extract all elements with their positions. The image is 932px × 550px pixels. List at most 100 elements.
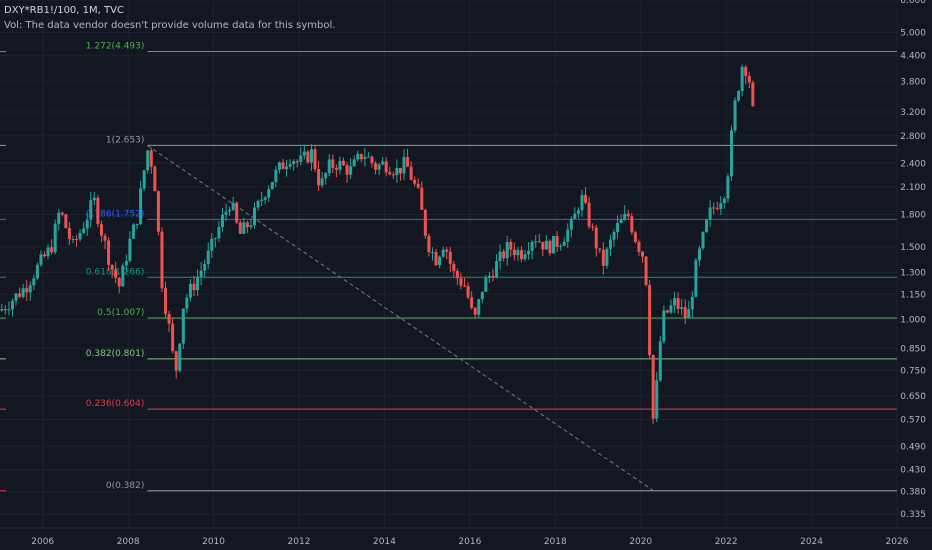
fib-label-0: 1.272(4.493) [86, 42, 145, 52]
candle-body-158 [562, 241, 566, 246]
candle-body-110 [391, 174, 395, 176]
candle-body-209 [744, 66, 748, 76]
price-axis[interactable]: 6.000 5.000 4.400 3.800 3.200 2.800 2.400 2.100… [900, 0, 926, 520]
candle-body-121 [430, 252, 434, 254]
y-tick-label-5: 2.800 [900, 132, 926, 142]
candle-body-143 [509, 242, 513, 250]
candle-body-43 [153, 166, 157, 192]
candle-body-103 [366, 156, 370, 158]
candle-body-139 [495, 261, 499, 278]
candle-body-168 [598, 248, 602, 250]
candle-body-125 [445, 249, 449, 252]
candle-body-71 [253, 207, 257, 226]
candle-body-95 [338, 160, 342, 170]
candle-body-5 [18, 293, 22, 297]
candle-body-127 [452, 264, 456, 271]
symbol-title[interactable]: DXY*RB1!/100, 1M, TVC [4, 5, 124, 16]
candle-body-172 [612, 232, 616, 240]
candle-body-142 [505, 242, 509, 259]
candle-body-39 [139, 188, 143, 224]
time-axis[interactable]: 2006 2008 2010 2012 2014 2016 2018 2020 2022 2024… [0, 527, 932, 547]
candle-body-151 [537, 241, 541, 243]
candle-body-82 [292, 161, 296, 164]
candle-body-183 [651, 355, 655, 419]
candle-body-187 [665, 310, 669, 313]
candle-body-26 [92, 197, 96, 201]
candle-body-208 [740, 66, 744, 91]
candle-body-49 [174, 351, 178, 371]
candle-body-132 [470, 297, 474, 308]
candle-body-79 [281, 162, 285, 170]
candle-body-2 [7, 309, 11, 311]
chart-grid [0, 0, 898, 528]
candle-body-188 [669, 305, 673, 313]
candle-body-48 [171, 323, 175, 352]
candle-body-92 [327, 159, 331, 174]
y-tick-label-17: 0.490 [900, 442, 926, 452]
candle-body-149 [530, 242, 534, 251]
candle-body-163 [580, 194, 584, 211]
candle-body-76 [270, 182, 274, 190]
candle-body-0 [0, 309, 4, 311]
candle-body-41 [146, 150, 150, 171]
candle-body-70 [249, 225, 253, 228]
candle-body-200 [712, 207, 716, 209]
candle-body-42 [149, 150, 153, 167]
y-tick-label-0: 6.000 [900, 0, 926, 6]
candle-body-118 [420, 187, 424, 210]
candle-body-193 [687, 309, 691, 318]
candle-body-3 [10, 300, 14, 310]
candle-body-61 [217, 227, 221, 239]
candle-body-63 [224, 211, 228, 215]
candle-body-14 [50, 247, 54, 253]
candle-body-11 [39, 254, 43, 265]
candle-body-140 [498, 251, 502, 262]
y-tick-label-2: 4.400 [900, 51, 926, 61]
candle-body-20 [71, 239, 75, 241]
candle-body-185 [658, 341, 662, 381]
candle-body-196 [697, 248, 701, 261]
candle-body-78 [277, 162, 281, 170]
candle-body-38 [135, 223, 139, 225]
candle-body-184 [655, 380, 659, 419]
candle-body-135 [480, 291, 484, 300]
candle-body-204 [726, 176, 730, 199]
candle-body-154 [548, 240, 552, 254]
y-tick-label-11: 1.150 [900, 290, 926, 300]
candle-body-54 [192, 283, 196, 291]
y-tick-label-7: 2.100 [900, 183, 926, 193]
candle-body-182 [648, 285, 652, 356]
candle-body-157 [559, 245, 563, 247]
candle-body-174 [619, 219, 623, 224]
chart-legend: DXY*RB1!/100, 1M, TVC Vol: The data vend… [4, 3, 335, 33]
candle-body-138 [491, 275, 495, 278]
candle-body-22 [78, 232, 82, 240]
candle-body-123 [438, 256, 442, 266]
candle-body-156 [555, 235, 559, 247]
candle-body-46 [164, 288, 168, 314]
candle-body-153 [544, 240, 548, 250]
candle-body-170 [605, 248, 609, 266]
candle-body-169 [601, 249, 605, 266]
candle-body-175 [623, 213, 627, 220]
y-tick-label-15: 0.650 [900, 392, 926, 402]
candle-body-64 [228, 209, 232, 212]
candle-body-190 [676, 298, 680, 309]
candle-body-33 [117, 277, 121, 287]
candle-body-111 [395, 167, 399, 176]
candle-body-87 [309, 149, 313, 163]
candle-body-15 [53, 223, 57, 253]
candle-body-45 [160, 231, 164, 289]
candle-body-6 [21, 288, 25, 297]
x-tick-label-1: 2008 [117, 537, 140, 547]
y-tick-label-19: 0.380 [900, 488, 926, 498]
candle-body-67 [238, 222, 242, 234]
candle-body-136 [484, 277, 488, 292]
candle-body-31 [110, 264, 114, 270]
volume-note: Vol: The data vendor doesn't provide vol… [4, 20, 336, 31]
candle-body-130 [463, 285, 467, 287]
candle-body-51 [181, 308, 185, 344]
candle-body-104 [370, 156, 374, 164]
candle-body-102 [363, 156, 367, 160]
